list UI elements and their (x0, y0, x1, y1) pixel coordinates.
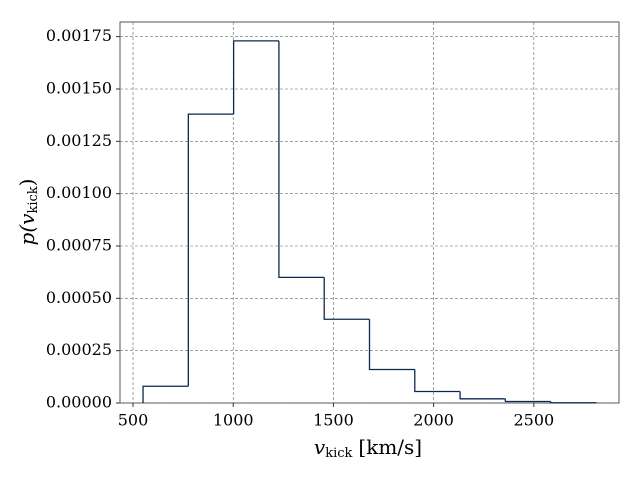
histogram-bin (368, 319, 415, 371)
x-tick-label: 2000 (413, 411, 454, 430)
x-label-subscript: kick (325, 446, 352, 461)
x-label-unit: [km/s] (358, 435, 422, 459)
histogram-bin (323, 277, 370, 320)
y-tick-label: 0.00100 (46, 183, 112, 202)
y-label-symbol: v (15, 213, 39, 225)
y-tick-label: 0.00075 (46, 235, 112, 254)
y-tick-label: 0.00050 (46, 288, 112, 307)
histogram-bin (459, 391, 506, 400)
x-tick-label: 2500 (513, 411, 554, 430)
histogram-bin (142, 385, 189, 403)
x-tick-label: 1500 (313, 411, 354, 430)
y-tick-label: 0.00025 (46, 340, 112, 359)
x-axis-label: vkick [km/s] (314, 435, 422, 461)
y-axis-label: p(vkick) (15, 179, 41, 246)
y-tick-label: 0.00000 (46, 393, 112, 412)
histogram-bin (414, 369, 461, 393)
plot-frame (119, 21, 620, 404)
histogram-bin (232, 40, 279, 115)
histogram-bin (550, 401, 597, 404)
x-label-symbol: v (314, 435, 326, 459)
histogram-bin (278, 40, 325, 279)
y-label-prefix: p( (15, 224, 39, 246)
histogram-bin (187, 113, 234, 387)
y-tick-label: 0.00175 (46, 26, 112, 45)
y-tick-label: 0.00150 (46, 78, 112, 97)
x-tick-label: 500 (118, 411, 149, 430)
x-tick-label: 1000 (213, 411, 254, 430)
y-tick-label: 0.00125 (46, 131, 112, 150)
histogram-bin (504, 398, 551, 403)
y-label-suffix: ) (15, 179, 39, 187)
y-label-subscript: kick (26, 186, 41, 213)
